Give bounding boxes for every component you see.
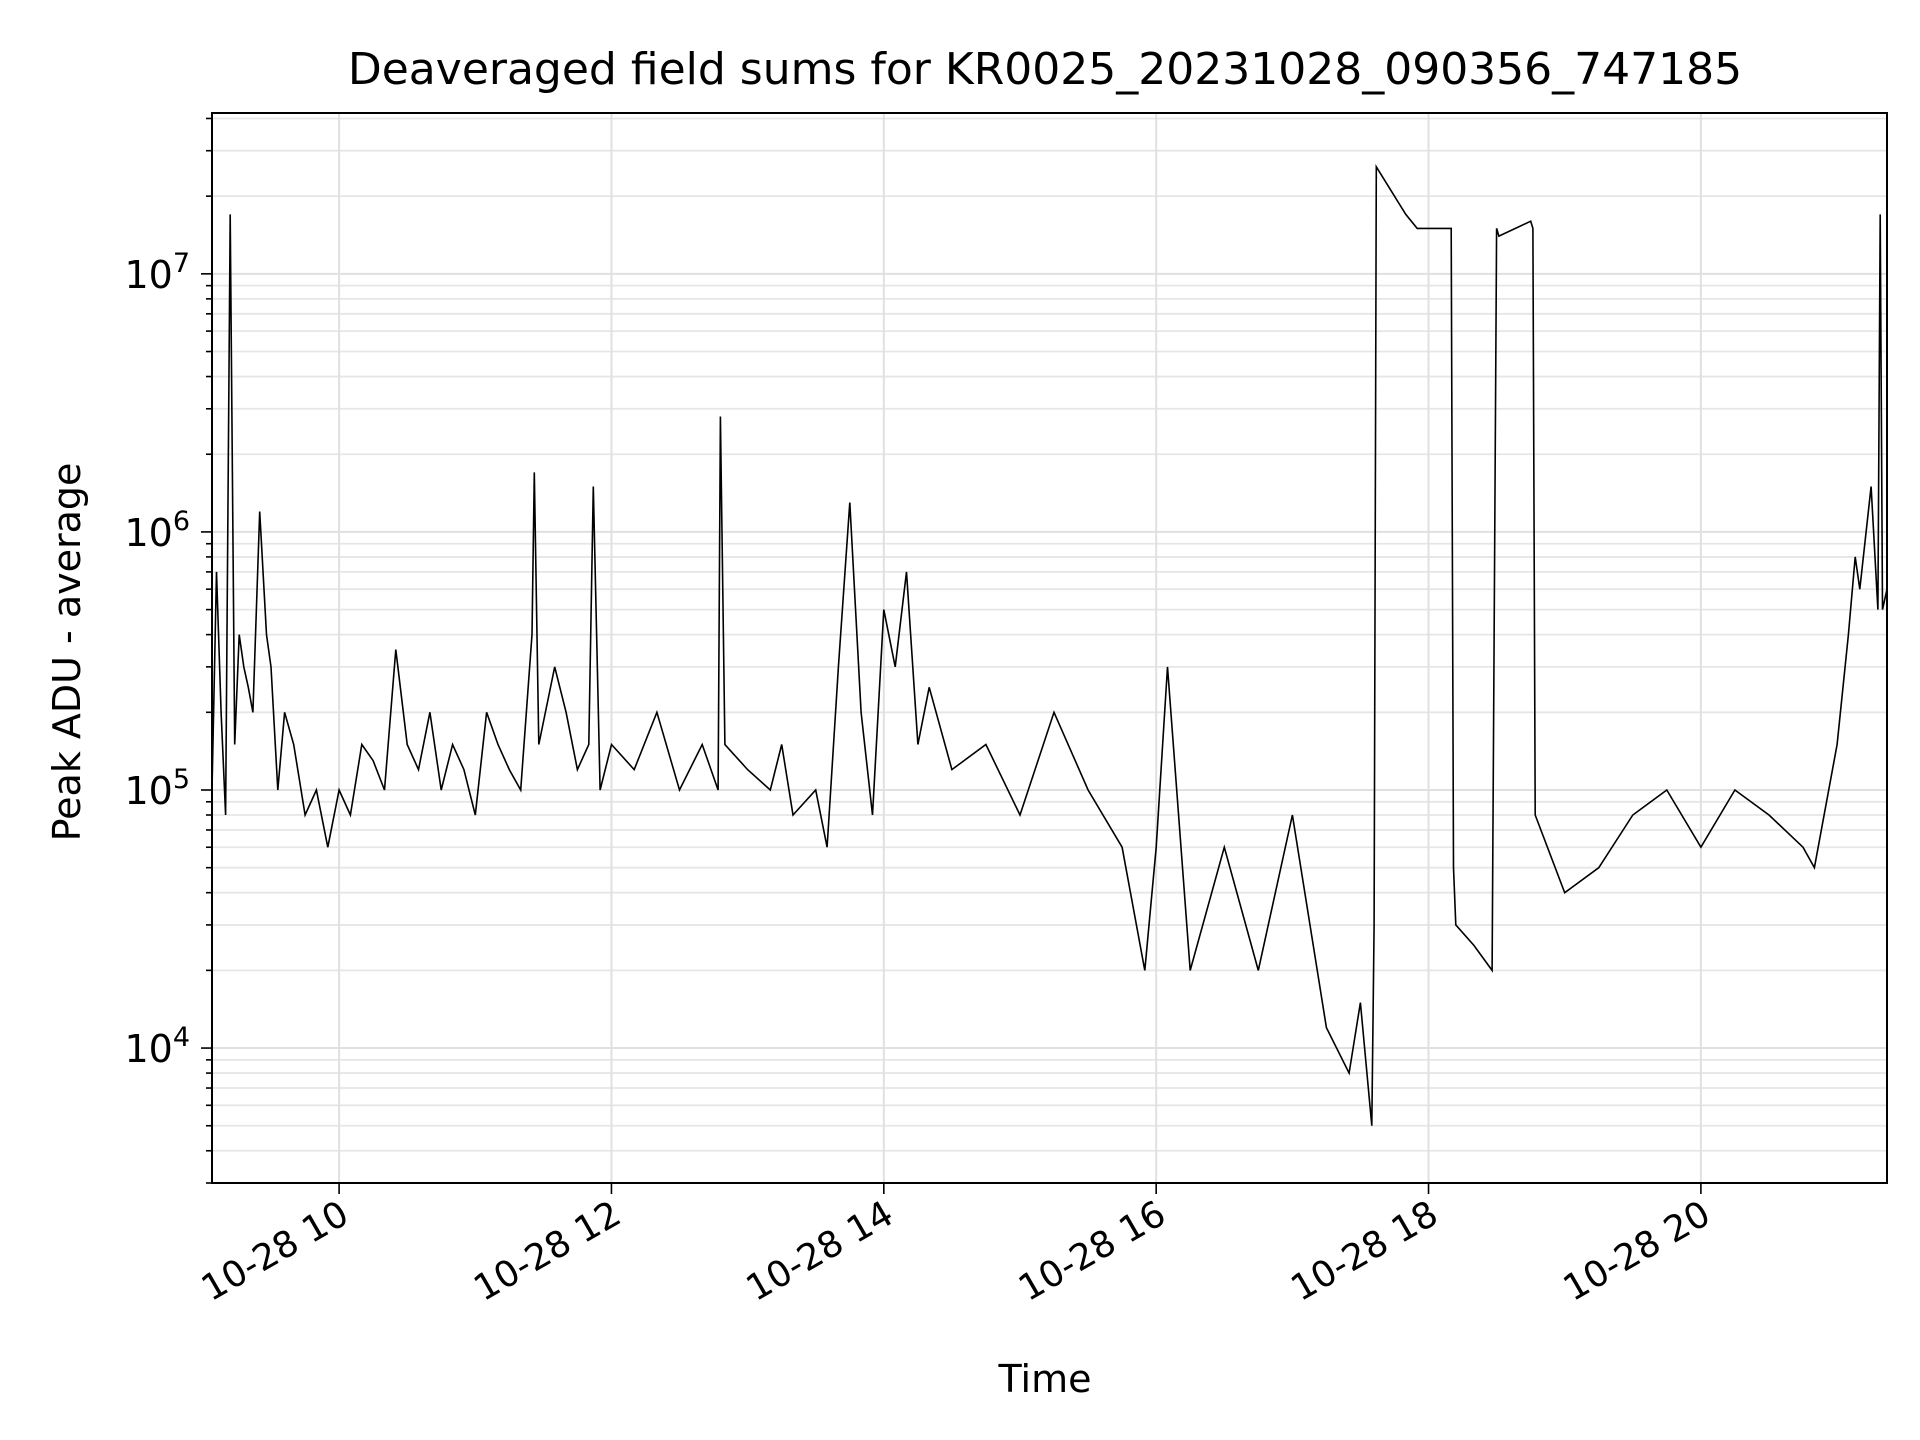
chart-title: Deaveraged field sums for KR0025_2023102…: [348, 44, 1742, 95]
y-tick-label: 107: [124, 248, 190, 297]
grid-layer: [212, 113, 1887, 1184]
x-axis-label: Time: [998, 1357, 1092, 1401]
series-line: [211, 164, 1888, 1126]
y-tick-label: 105: [124, 764, 190, 813]
plot-frame: [211, 112, 1888, 1184]
y-tick-label: 104: [124, 1022, 190, 1071]
series-layer: [211, 164, 1888, 1126]
y-axis-label: Peak ADU - average: [45, 463, 89, 842]
y-tick-label: 106: [124, 506, 190, 555]
